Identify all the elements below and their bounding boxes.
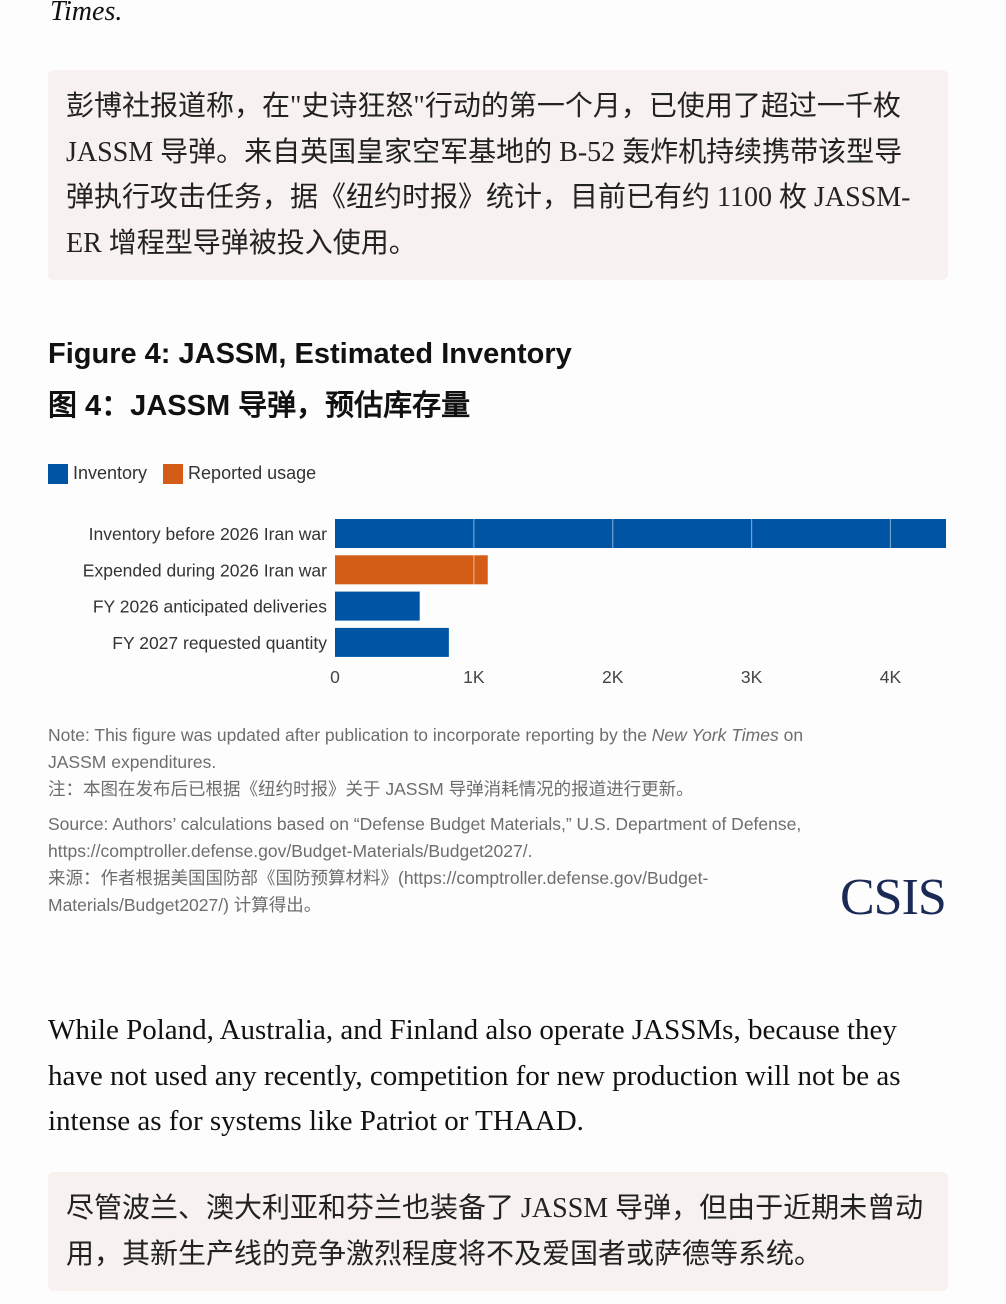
body-paragraph: While Poland, Australia, and Finland als…	[48, 1014, 901, 1137]
note-en-text-end: on JASSM expenditures.	[48, 725, 804, 772]
source-zh: 来源：作者根据美国国防部《国防预算材料》(https://comptroller…	[48, 868, 709, 915]
category-label: FY 2027 requested quantity	[112, 633, 327, 653]
tick-label: 1K	[463, 667, 485, 687]
category-label: Expended during 2026 Iran war	[83, 560, 327, 580]
source-en: Source: Authors’ calculations based on “…	[48, 814, 802, 861]
bar-chart: Inventory before 2026 Iran war Expended d…	[83, 519, 946, 687]
legend-label-inventory: Inventory	[73, 463, 148, 483]
figure-title-en: Figure 4: JASSM, Estimated Inventory	[48, 338, 572, 370]
tick-label: 0	[330, 667, 340, 687]
bar	[335, 627, 449, 657]
category-label: Inventory before 2026 Iran war	[89, 524, 328, 544]
chinese-translation-callout-2: 尽管波兰、澳大利亚和芬兰也装备了 JASSM 导弹，但由于近期未曾动用，其新生产…	[48, 1172, 948, 1291]
previous-text-tail: Times.	[50, 0, 123, 27]
chinese-translation-callout: 彭博社报道称，在"史诗狂怒"行动的第一个月，已使用了超过一千枚 JASSM 导弹…	[48, 70, 948, 280]
category-label: FY 2026 anticipated deliveries	[93, 597, 327, 617]
tick-label: 4K	[880, 667, 902, 687]
figure-title-zh: 图 4：JASSM 导弹，预估库存量	[48, 390, 471, 422]
figure-note: Note: This figure was updated after publ…	[48, 722, 838, 803]
bar	[335, 519, 946, 548]
figure-source: Source: Authors’ calculations based on “…	[48, 811, 838, 919]
bar	[335, 591, 420, 621]
legend-swatch-usage	[163, 463, 184, 484]
tick-label: 3K	[741, 667, 763, 687]
chart-legend: Inventory Reported usage	[48, 463, 316, 484]
bar	[335, 555, 488, 585]
tick-label: 2K	[602, 667, 624, 687]
legend-label-usage: Reported usage	[188, 463, 317, 483]
note-en-italic: New York Times	[651, 725, 779, 745]
note-en-text: Note: This figure was updated after publ…	[48, 725, 652, 745]
note-zh: 注：本图在发布后已根据《纽约时报》关于 JASSM 导弹消耗情况的报道进行更新。	[48, 779, 694, 799]
legend-swatch-inventory	[48, 463, 68, 484]
csis-logo: CSIS	[840, 869, 947, 926]
